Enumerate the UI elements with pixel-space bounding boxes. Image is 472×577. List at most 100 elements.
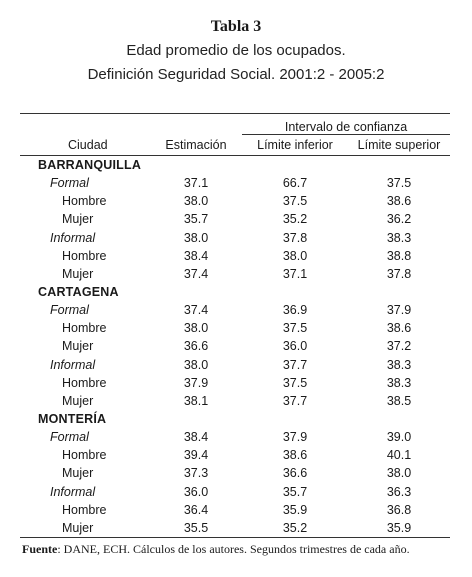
upper-limit-cell: 38.5 <box>386 393 412 408</box>
lower-limit-cell: 35.7 <box>282 484 308 499</box>
upper-limit-cell: 38.6 <box>386 321 412 336</box>
lower-limit-cell: 66.7 <box>282 176 308 191</box>
upper-limit-cell <box>348 156 450 175</box>
upper-limit-cell: 38.3 <box>386 230 412 245</box>
upper-limit-cell: 38.0 <box>386 466 412 481</box>
estimate-cell: 36.6 <box>183 339 209 354</box>
estimate-cell: 38.0 <box>183 321 209 336</box>
estimate-cell: 36.4 <box>183 502 209 517</box>
lower-limit-cell: 37.5 <box>282 194 308 209</box>
row-label: Informal <box>50 484 96 499</box>
row-label: Mujer <box>20 518 150 538</box>
lower-limit-cell: 37.7 <box>282 393 308 408</box>
estimate-cell: 38.0 <box>183 357 209 372</box>
row-label: MONTERÍA <box>38 412 107 427</box>
row-label: Hombre <box>62 321 107 336</box>
upper-limit-cell: 37.2 <box>386 339 412 354</box>
row-label: Mujer <box>62 393 94 408</box>
group-row: Informal 38.0 37.8 38.3 <box>20 229 450 247</box>
upper-limit-cell: 38.3 <box>386 357 412 372</box>
header-upper: Límite superior <box>348 134 450 156</box>
estimate-cell: 39.4 <box>183 448 209 463</box>
row-label: Hombre <box>62 248 107 263</box>
upper-limit-cell: 38.8 <box>386 248 412 263</box>
table-body: BARRANQUILLA Formal 37.1 66.7 37.5 Hombre 38.0… <box>20 156 450 538</box>
table-row: Hombre 38.0 37.5 38.6 <box>20 319 450 337</box>
table-row: Mujer 38.1 37.7 38.5 <box>20 392 450 410</box>
header-spacer <box>20 113 150 135</box>
estimate-cell: 38.4 <box>183 248 209 263</box>
lower-limit-cell <box>242 410 348 428</box>
row-label: Informal <box>50 230 96 245</box>
upper-limit-cell: 37.5 <box>386 176 412 191</box>
table-title: Tabla 3 <box>210 18 262 35</box>
lower-limit-cell: 37.5 <box>282 375 308 390</box>
estimate-cell <box>150 283 242 301</box>
row-label: Hombre <box>62 194 107 209</box>
lower-limit-cell: 35.9 <box>282 502 308 517</box>
group-row: Formal 37.4 36.9 37.9 <box>20 301 450 319</box>
table-row: Mujer 35.5 35.2 35.9 <box>20 518 450 538</box>
upper-limit-cell: 38.3 <box>386 375 412 390</box>
lower-limit-cell: 36.6 <box>282 466 308 481</box>
upper-limit-cell: 37.8 <box>386 266 412 281</box>
upper-limit-cell <box>348 283 450 301</box>
lower-limit-cell: 38.6 <box>282 448 308 463</box>
estimate-cell: 38.0 <box>183 194 209 209</box>
estimate-cell <box>150 410 242 428</box>
data-table: Intervalo de confianza Ciudad Estimación… <box>20 113 450 538</box>
row-label: Mujer <box>62 339 94 354</box>
row-label: Informal <box>50 357 96 372</box>
group-row: Formal 38.4 37.9 39.0 <box>20 428 450 446</box>
source-note: Fuente: DANE, ECH. Cálculos de los autor… <box>22 542 410 557</box>
upper-limit-cell: 36.8 <box>386 502 412 517</box>
estimate-cell: 35.5 <box>150 518 242 538</box>
lower-limit-cell: 37.1 <box>282 266 308 281</box>
upper-limit-cell: 36.2 <box>386 212 412 227</box>
estimate-cell: 37.9 <box>183 375 209 390</box>
row-label: Mujer <box>62 466 94 481</box>
row-label: Hombre <box>62 502 107 517</box>
table-row: Mujer 35.7 35.2 36.2 <box>20 210 450 228</box>
city-row: MONTERÍA <box>20 410 450 428</box>
header-spacer <box>150 113 242 135</box>
table-row: Hombre 39.4 38.6 40.1 <box>20 446 450 464</box>
upper-limit-cell: 39.0 <box>386 430 412 445</box>
row-label: Formal <box>50 303 89 318</box>
estimate-cell: 37.3 <box>183 466 209 481</box>
lower-limit-cell: 35.2 <box>242 518 348 538</box>
row-label: Mujer <box>62 212 94 227</box>
group-row: Formal 37.1 66.7 37.5 <box>20 174 450 192</box>
estimate-cell: 37.4 <box>183 303 209 318</box>
table-row: Hombre 37.9 37.5 38.3 <box>20 374 450 392</box>
upper-limit-cell: 36.3 <box>386 484 412 499</box>
table-row: Mujer 36.6 36.0 37.2 <box>20 337 450 355</box>
city-row: BARRANQUILLA <box>20 156 450 175</box>
header-interval-label: Intervalo de confianza <box>242 113 450 135</box>
row-label: Hombre <box>62 375 107 390</box>
row-label: Mujer <box>62 266 94 281</box>
table-row: Mujer 37.4 37.1 37.8 <box>20 265 450 283</box>
table-subtitle-period: Definición Seguridad Social. 2001:2 - 20… <box>87 66 385 83</box>
estimate-cell: 36.0 <box>183 484 209 499</box>
table-row: Hombre 36.4 35.9 36.8 <box>20 501 450 519</box>
row-label: CARTAGENA <box>38 285 119 300</box>
lower-limit-cell: 38.0 <box>282 248 308 263</box>
source-text: : DANE, ECH. Cálculos de los autores. Se… <box>57 542 410 556</box>
estimate-cell <box>150 156 242 175</box>
upper-limit-cell: 35.9 <box>348 518 450 538</box>
lower-limit-cell: 36.9 <box>282 303 308 318</box>
estimate-cell: 35.7 <box>183 212 209 227</box>
row-label: Formal <box>50 430 89 445</box>
table-subtitle: Edad promedio de los ocupados. <box>126 42 346 59</box>
row-label: BARRANQUILLA <box>38 158 142 173</box>
table-row: Hombre 38.4 38.0 38.8 <box>20 247 450 265</box>
lower-limit-cell: 37.7 <box>282 357 308 372</box>
data-table-container: Intervalo de confianza Ciudad Estimación… <box>20 113 450 538</box>
row-label: Formal <box>50 176 89 191</box>
header-row-columns: Ciudad Estimación Límite inferior Límite… <box>20 134 450 156</box>
estimate-cell: 38.1 <box>183 393 209 408</box>
source-label: Fuente <box>22 542 58 556</box>
table-row: Mujer 37.3 36.6 38.0 <box>20 464 450 482</box>
upper-limit-cell: 40.1 <box>386 448 412 463</box>
